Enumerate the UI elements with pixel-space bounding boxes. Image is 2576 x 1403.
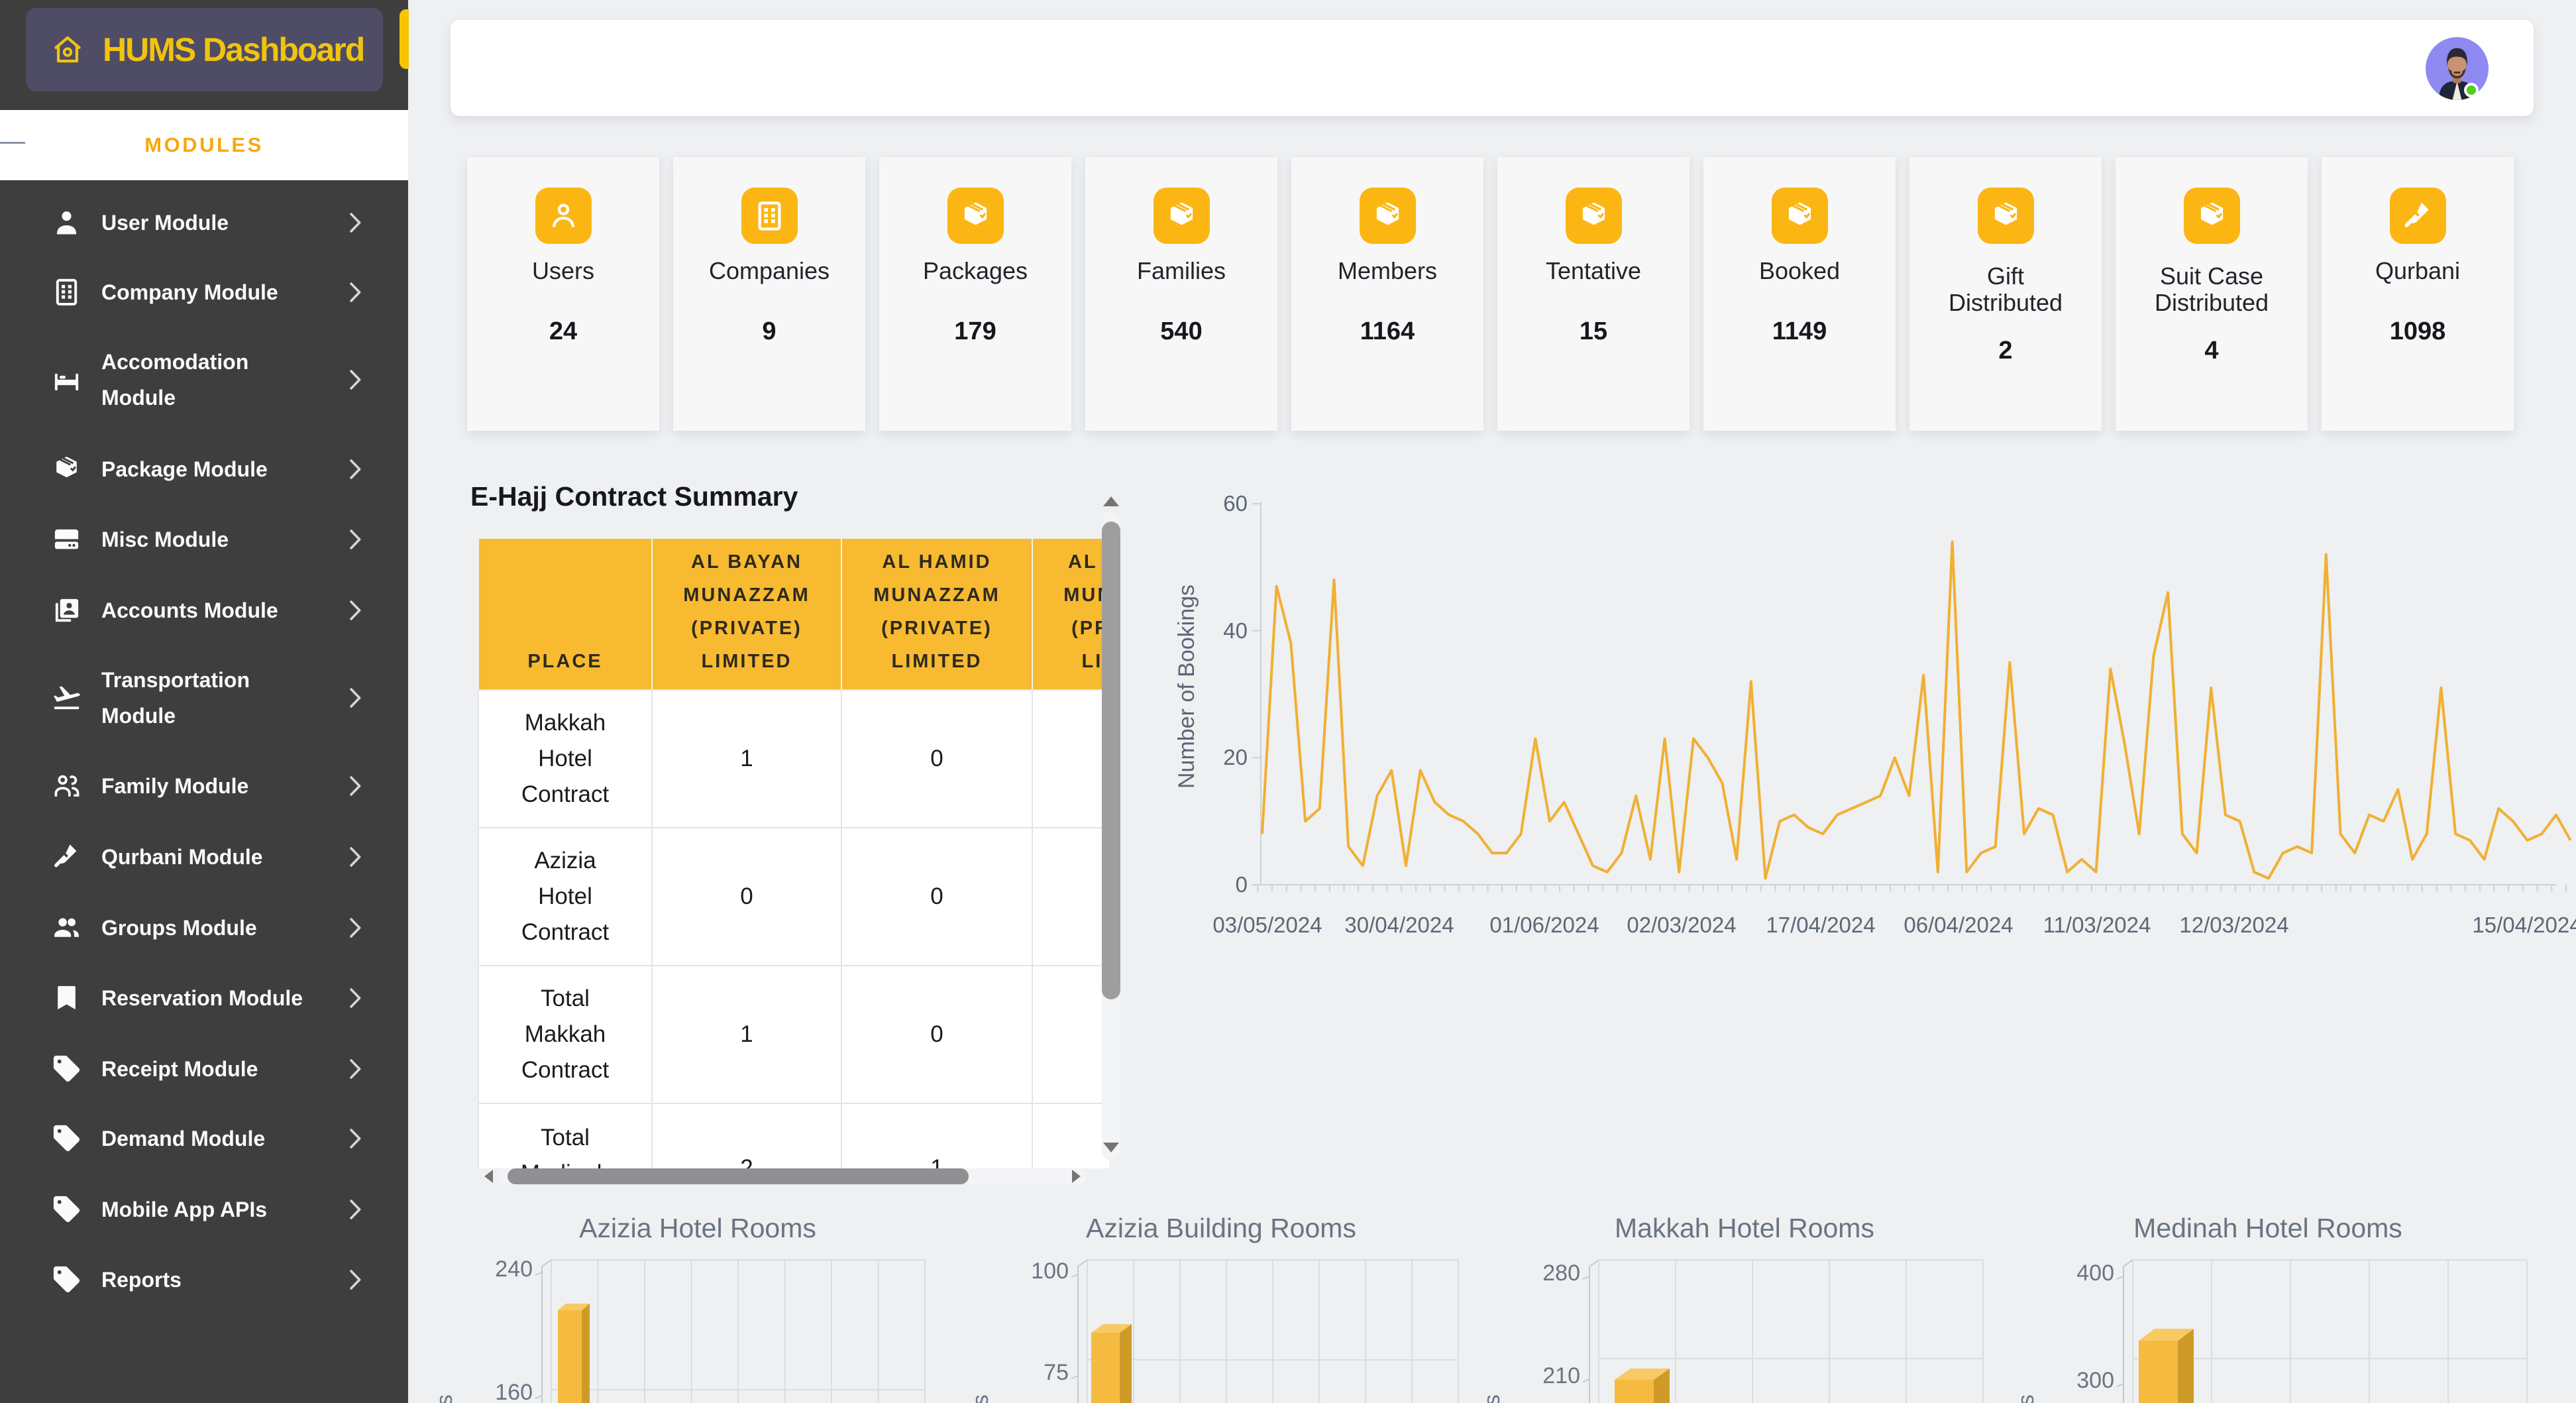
svg-text:240: 240 xyxy=(495,1257,533,1282)
svg-text:75: 75 xyxy=(1044,1360,1069,1385)
svg-text:40: 40 xyxy=(1223,618,1248,643)
svg-text:11/03/2024: 11/03/2024 xyxy=(2043,913,2151,937)
svg-text:Rooms: Rooms xyxy=(1484,1394,1505,1403)
svg-text:12/03/2024: 12/03/2024 xyxy=(2179,913,2288,937)
svg-text:Makkah Hotel Rooms: Makkah Hotel Rooms xyxy=(1615,1213,1874,1243)
svg-text:60: 60 xyxy=(1223,491,1248,516)
svg-text:Rooms: Rooms xyxy=(437,1394,457,1403)
svg-text:20: 20 xyxy=(1223,745,1248,769)
svg-text:15/04/2024: 15/04/2024 xyxy=(2472,913,2576,937)
svg-text:02/03/2024: 02/03/2024 xyxy=(1627,913,1736,937)
svg-text:100: 100 xyxy=(1031,1259,1069,1284)
svg-text:30/04/2024: 30/04/2024 xyxy=(1344,913,1454,937)
svg-text:Azizia Hotel Rooms: Azizia Hotel Rooms xyxy=(579,1213,816,1243)
svg-text:Azizia Building Rooms: Azizia Building Rooms xyxy=(1086,1213,1356,1243)
svg-text:300: 300 xyxy=(2076,1368,2114,1393)
svg-text:280: 280 xyxy=(1542,1261,1580,1286)
svg-text:06/04/2024: 06/04/2024 xyxy=(1904,913,2013,937)
svg-text:400: 400 xyxy=(2076,1261,2114,1286)
svg-text:Medinah Hotel Rooms: Medinah Hotel Rooms xyxy=(2133,1213,2402,1243)
svg-text:Number of Bookings: Number of Bookings xyxy=(1174,585,1199,789)
svg-text:03/05/2024: 03/05/2024 xyxy=(1212,913,1322,937)
svg-text:01/06/2024: 01/06/2024 xyxy=(1489,913,1599,937)
svg-text:17/04/2024: 17/04/2024 xyxy=(1766,913,1875,937)
svg-text:160: 160 xyxy=(495,1380,533,1403)
svg-text:210: 210 xyxy=(1542,1363,1580,1388)
svg-text:0: 0 xyxy=(1236,872,1248,897)
svg-text:Rooms: Rooms xyxy=(2013,1394,2039,1403)
svg-text:Rooms: Rooms xyxy=(968,1394,993,1403)
